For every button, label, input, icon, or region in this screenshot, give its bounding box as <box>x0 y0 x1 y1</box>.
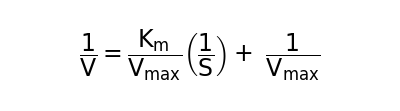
Text: $\dfrac{1}{V} = \dfrac{K_m}{V_{\mathrm{max}}} \left( \dfrac{1}{S} \right) + \ \d: $\dfrac{1}{V} = \dfrac{K_m}{V_{\mathrm{m… <box>79 28 321 83</box>
